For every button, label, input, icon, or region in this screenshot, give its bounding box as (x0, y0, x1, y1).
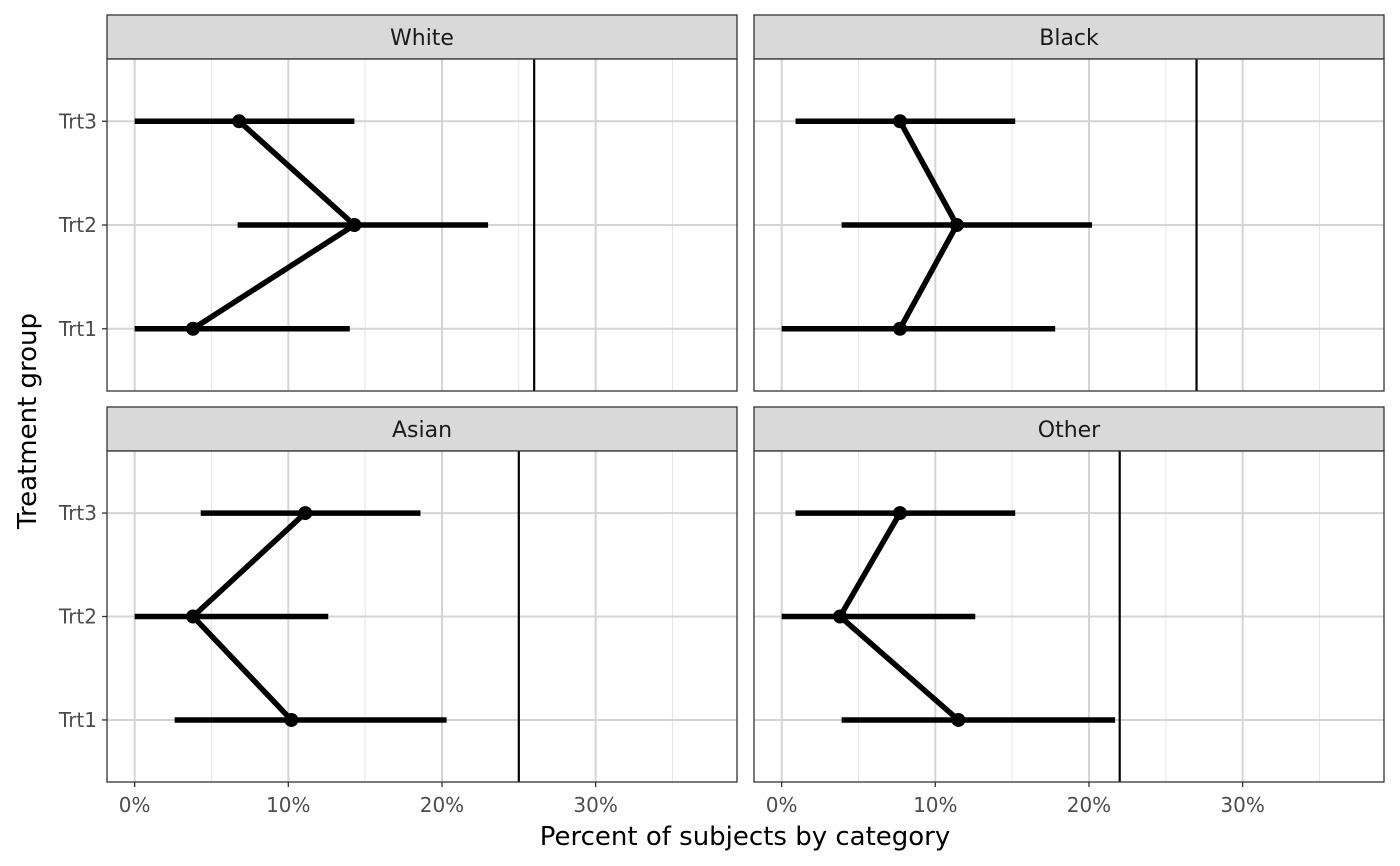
strip-background (753, 406, 1385, 452)
x-tick-label: 0% (119, 793, 151, 817)
y-axis-title: Treatment group (13, 313, 43, 530)
x-tick-label: 30% (573, 793, 617, 817)
y-tick-label: Trt3 (58, 501, 97, 525)
point-trt3 (232, 114, 247, 129)
point-trt2 (347, 218, 362, 232)
point-trt3 (892, 506, 907, 521)
y-tick-label: Trt3 (58, 109, 97, 133)
y-tick-label: Trt2 (58, 213, 97, 237)
facet-other: Other 0% 10% 20% 30% (753, 406, 1385, 817)
facet-white: White Trt1 Trt2 Trt3 (58, 14, 738, 392)
strip-background (106, 406, 738, 452)
strip-label: Black (1039, 26, 1099, 51)
y-tick-label: Trt1 (58, 317, 97, 341)
point-trt2 (186, 609, 201, 624)
point-trt2 (949, 218, 964, 232)
y-tick-label: Trt2 (58, 605, 97, 629)
x-tick-label: 30% (1220, 793, 1264, 817)
point-trt1 (284, 712, 299, 727)
point-trt3 (892, 114, 907, 129)
strip-label: Other (1038, 418, 1101, 443)
x-axis-title: Percent of subjects by category (540, 822, 951, 852)
point-trt1 (186, 321, 201, 336)
strip-background (106, 14, 738, 60)
strip-label: White (390, 26, 454, 51)
point-trt3 (298, 506, 313, 521)
y-tick-label: Trt1 (58, 708, 97, 732)
x-tick-label: 10% (266, 793, 310, 817)
facet-asian: Asian Trt1 Trt2 Trt3 0% 10% 20% 30% (58, 406, 738, 817)
x-tick-label: 10% (913, 793, 957, 817)
strip-background (753, 14, 1385, 60)
x-tick-label: 20% (1067, 793, 1111, 817)
facet-panels: White Trt1 Trt2 Trt3 Black Asian Trt1 Trt2 Trt3 0… (58, 14, 1385, 817)
x-tick-label: 0% (766, 793, 798, 817)
strip-label: Asian (392, 418, 452, 443)
panel-border (753, 58, 1385, 392)
point-trt1 (951, 712, 966, 727)
panel-border (753, 450, 1385, 783)
x-tick-label: 20% (420, 793, 464, 817)
point-trt1 (892, 321, 907, 336)
point-trt2 (833, 609, 848, 624)
facet-black: Black (753, 14, 1385, 392)
